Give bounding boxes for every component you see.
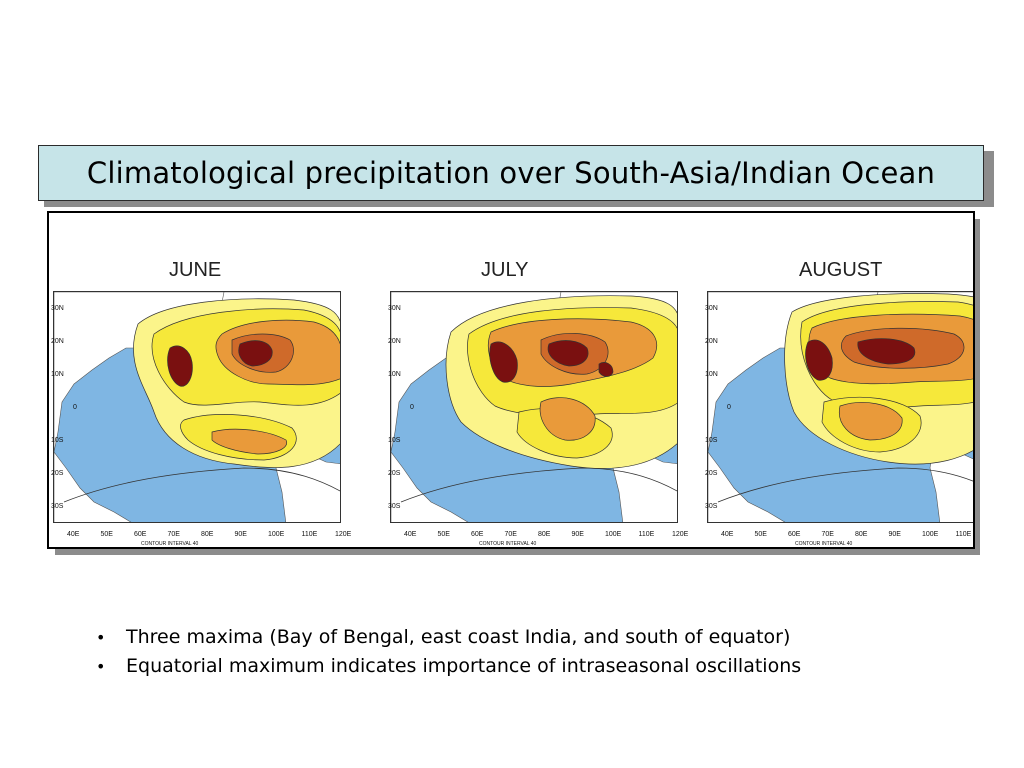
land-area <box>708 451 786 522</box>
longitude-label: 80E <box>201 531 214 538</box>
bullet-text: Three maxima (Bay of Bengal, east coast … <box>126 626 791 648</box>
land-area <box>54 451 132 522</box>
latitude-label: 20S <box>388 470 401 477</box>
longitude-label: 70E <box>821 531 834 538</box>
precip-field-svg <box>708 292 975 522</box>
latitude-label: 10S <box>388 437 401 444</box>
longitude-label: 60E <box>471 531 484 538</box>
map-august <box>707 291 975 523</box>
longitude-label: 50E <box>754 531 767 538</box>
latitude-label: 20S <box>705 470 718 477</box>
precip-contour-band <box>857 338 916 365</box>
longitude-label: 50E <box>100 531 113 538</box>
precip-field-svg <box>391 292 677 522</box>
longitude-label: 80E <box>538 531 551 538</box>
latitude-label: 10S <box>705 437 718 444</box>
longitude-label: 100E <box>605 531 622 538</box>
precip-field-svg <box>54 292 340 522</box>
bullet-list: • Three maxima (Bay of Bengal, east coast… <box>96 626 801 684</box>
precip-contour-band <box>489 341 518 383</box>
land-area <box>391 451 469 522</box>
precip-contour-band <box>805 339 833 381</box>
contour-line-40 <box>63 467 340 503</box>
latitude-label: 30S <box>388 503 401 510</box>
latitude-label: 30N <box>51 305 64 312</box>
latitude-label: 0 <box>727 404 731 411</box>
latitude-label: 0 <box>73 404 77 411</box>
precip-contour-band <box>238 340 273 367</box>
longitude-label: 70E <box>167 531 180 538</box>
precip-contour-band <box>167 345 193 387</box>
longitude-label: 120E <box>672 531 689 538</box>
slide-title: Climatological precipitation over South-… <box>86 156 936 190</box>
latitude-label: 10N <box>705 371 718 378</box>
longitude-label: 100E <box>268 531 285 538</box>
contour-line-40 <box>400 467 677 503</box>
panel-title-august: AUGUST <box>799 259 883 281</box>
longitude-label: 40E <box>404 531 417 538</box>
longitude-label: 90E <box>571 531 584 538</box>
latitude-label: 20N <box>388 338 401 345</box>
longitude-label: 60E <box>134 531 147 538</box>
longitude-label: 110E <box>955 531 972 538</box>
bullet-item: • Equatorial maximum indicates importance… <box>96 655 802 677</box>
latitude-label: 20N <box>51 338 64 345</box>
latitude-label: 0 <box>410 404 414 411</box>
bullet-text: Equatorial maximum indicates importance … <box>126 655 802 677</box>
precip-contour-band <box>598 362 614 377</box>
longitude-label: 90E <box>234 531 247 538</box>
longitude-label: 50E <box>437 531 450 538</box>
contour-line-40 <box>717 467 973 503</box>
longitude-label: 60E <box>788 531 801 538</box>
longitude-label: 90E <box>888 531 901 538</box>
longitude-label: 70E <box>504 531 517 538</box>
precip-contour-band <box>547 340 589 367</box>
longitude-label: 40E <box>67 531 80 538</box>
longitude-label: 40E <box>721 531 734 538</box>
longitude-label: 110E <box>301 531 318 538</box>
panel-title-july: JULY <box>481 259 529 281</box>
latitude-label: 30N <box>388 305 401 312</box>
longitude-label: 80E <box>855 531 868 538</box>
latitude-label: 20S <box>51 470 64 477</box>
contour-interval-july: CONTOUR INTERVAL 40 <box>479 541 537 547</box>
map-june <box>53 291 341 523</box>
longitude-label: 100E <box>922 531 939 538</box>
latitude-label: 10S <box>51 437 64 444</box>
precip-contour-band <box>838 402 903 441</box>
contour-interval-august: CONTOUR INTERVAL 40 <box>795 541 853 547</box>
latitude-label: 30N <box>705 305 718 312</box>
precip-contour-band <box>974 346 975 369</box>
map-july <box>390 291 678 523</box>
title-box: Climatological precipitation over South-… <box>38 145 984 201</box>
longitude-label: 110E <box>638 531 655 538</box>
contour-interval-june: CONTOUR INTERVAL 40 <box>141 541 199 547</box>
latitude-label: 30S <box>705 503 718 510</box>
precipitation-figure: JUNE JULY AUGUST CONTOUR INTERVAL 40 CON… <box>47 211 975 549</box>
panel-title-june: JUNE <box>169 259 222 281</box>
latitude-label: 10N <box>51 371 64 378</box>
precip-contour-band <box>539 397 596 441</box>
bullet-item: • Three maxima (Bay of Bengal, east coast… <box>96 626 791 648</box>
latitude-label: 30S <box>51 503 64 510</box>
latitude-label: 10N <box>388 371 401 378</box>
longitude-label: 120E <box>335 531 352 538</box>
precip-contour-band <box>211 428 288 455</box>
latitude-label: 20N <box>705 338 718 345</box>
